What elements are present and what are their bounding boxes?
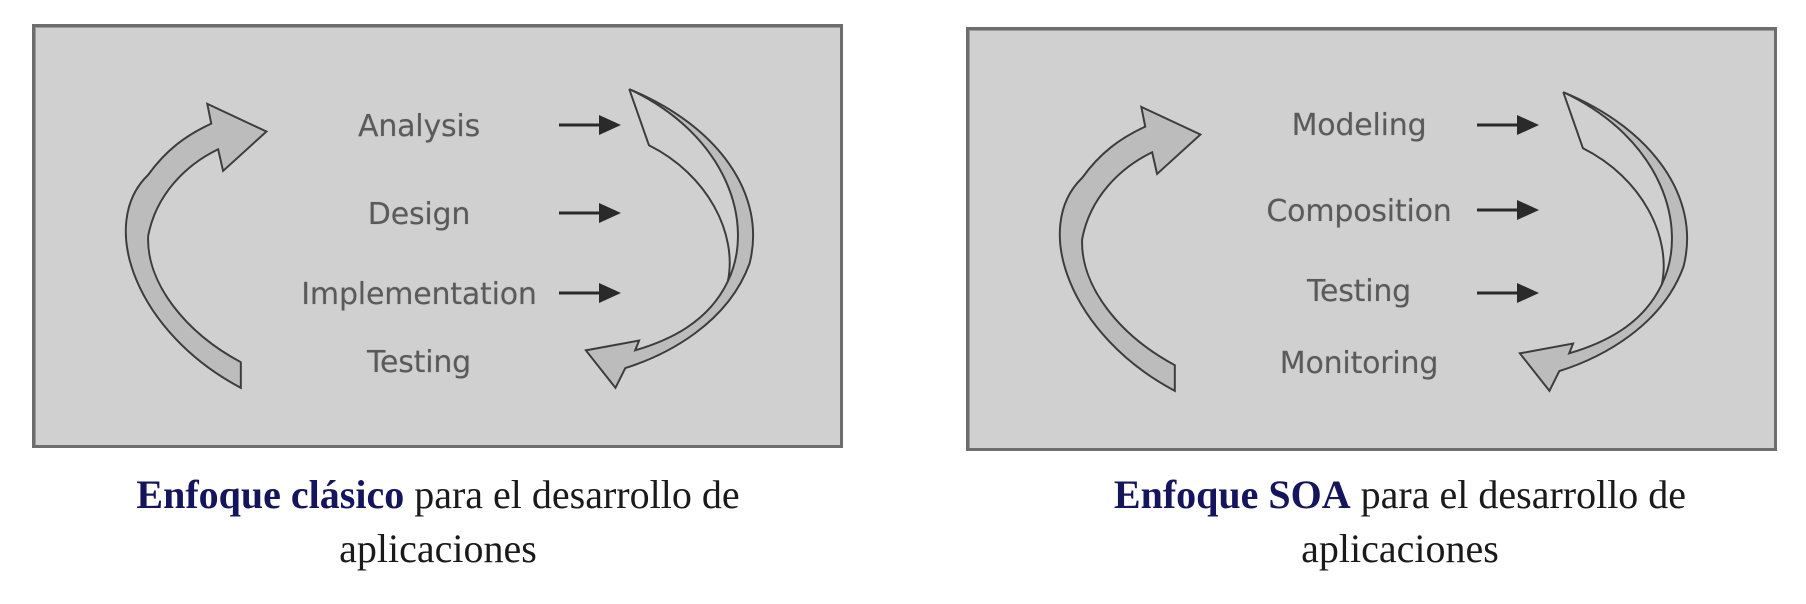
right-arrow-icon bbox=[1477, 115, 1539, 135]
curved-arrow-right-icon bbox=[1518, 91, 1689, 393]
right-arrow-icon bbox=[559, 283, 621, 303]
step-label-1: Modeling bbox=[1291, 108, 1427, 143]
caption-rest: para el desarrollo de bbox=[1350, 472, 1687, 517]
right-arrow-icon bbox=[559, 203, 621, 223]
caption-emphasis: Enfoque SOA bbox=[1113, 472, 1351, 517]
caption-line-1: Enfoque clásico para el desarrollo de bbox=[28, 468, 848, 522]
caption-line-2: aplicaciones bbox=[339, 526, 537, 571]
curved-arrow-left-icon bbox=[1058, 105, 1203, 393]
right-arrow-icon bbox=[559, 115, 621, 135]
classic-caption: Enfoque clásico para el desarrollo de ap… bbox=[28, 468, 848, 576]
caption-line-1: Enfoque SOA para el desarrollo de bbox=[990, 468, 1806, 522]
caption-rest: para el desarrollo de bbox=[404, 472, 740, 517]
cycle-arrows bbox=[1058, 91, 1689, 393]
step-label-2: Composition bbox=[1266, 194, 1452, 229]
step-label-3: Testing bbox=[1306, 274, 1412, 309]
step-label-2: Design bbox=[367, 197, 471, 232]
soa-caption: Enfoque SOA para el desarrollo de aplica… bbox=[990, 468, 1806, 576]
curved-arrow-left-icon bbox=[124, 102, 269, 390]
caption-emphasis: Enfoque clásico bbox=[136, 472, 405, 517]
right-arrow-icon bbox=[1477, 283, 1539, 303]
classic-diagram-panel: Analysis Design Implementation Testing bbox=[32, 24, 843, 448]
cycle-arrows bbox=[124, 88, 755, 390]
step-label-4: Monitoring bbox=[1279, 346, 1439, 381]
right-arrow-icon bbox=[1477, 200, 1539, 220]
step-label-4: Testing bbox=[366, 345, 472, 380]
soa-diagram-panel: Modeling Composition Testing Monitoring bbox=[966, 27, 1777, 451]
step-label-1: Analysis bbox=[357, 109, 481, 144]
curved-arrow-right-icon bbox=[584, 88, 755, 390]
step-label-3: Implementation bbox=[301, 277, 537, 312]
caption-line-2: aplicaciones bbox=[1301, 526, 1499, 571]
